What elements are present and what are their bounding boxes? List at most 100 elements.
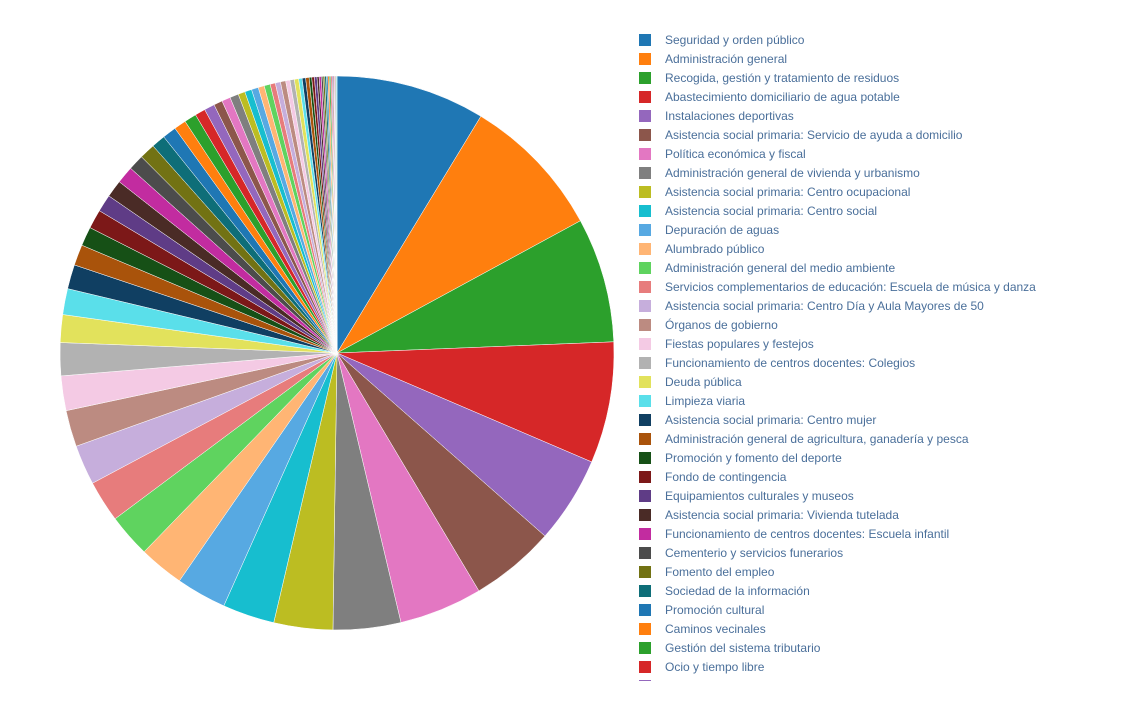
pie-slices [59,75,615,631]
legend-swatch [639,394,651,407]
legend-swatch [639,166,651,179]
legend-swatch [639,489,651,502]
legend-item[interactable]: Depuración de aguas [633,220,779,239]
legend-label: Política económica y fiscal [665,146,806,161]
legend-item[interactable]: Asistencia social primaria: Centro socia… [633,201,877,220]
legend-item[interactable]: Sociedad de la información [633,581,810,600]
legend-item[interactable]: Promoción cultural [633,600,764,619]
legend-label: Sociedad de la información [665,583,810,598]
legend-swatch [639,565,651,578]
legend-swatch [639,584,651,597]
legend-swatch [639,641,651,654]
pie-slice-3[interactable] [336,220,615,354]
legend-label: Fomento del empleo [665,564,775,579]
legend-label: Ocio y tiempo libre [665,659,765,674]
legend-swatch [639,679,651,681]
legend-label: Funcionamiento de centros docentes: Escu… [665,526,950,541]
legend-swatch [639,128,651,141]
legend-swatch [639,109,651,122]
legend-swatch [639,90,651,103]
legend-swatch [639,527,651,540]
pie-slice-70[interactable] [336,75,338,354]
legend-swatch [639,185,651,198]
legend-item[interactable]: Órganos de gobierno [633,315,778,334]
legend-label: Recogida, gestión y tratamiento de resid… [665,70,900,85]
legend-item[interactable]: Administración general de vivienda y urb… [633,163,920,182]
legend-swatch [639,33,651,46]
pie-slice-4[interactable] [336,341,615,463]
legend-swatch [639,299,651,312]
legend-label: Promoción cultural [665,602,765,617]
legend-item[interactable]: Administración general del medio ambient… [633,258,895,277]
legend-item[interactable]: Equipamientos culturales y museos [633,486,854,505]
legend-label: Limpieza viaria [665,393,746,408]
legend-label: Promoción y fomento del deporte [665,450,842,465]
legend-label: Asistencia social primaria: Servicio de … [665,127,963,142]
legend-label: Asistencia social primaria: Centro mujer [665,412,877,427]
legend-swatch [639,356,651,369]
legend-label: Caminos vecinales [665,621,766,636]
legend: Seguridad y orden público Administración … [633,30,1113,681]
legend-label: Servicios complementarios de educación: … [665,279,1036,294]
legend-item[interactable]: Recogida, gestión y tratamiento de resid… [633,68,899,87]
legend-item[interactable]: Abastecimiento domiciliario de agua pota… [633,87,900,106]
legend-swatch [639,318,651,331]
legend-label: Asistencia social primaria: Vivienda tut… [665,507,899,522]
legend-item[interactable]: Asistencia social primaria: Centro Día y… [633,296,984,315]
legend-item[interactable]: Asistencia social primaria: Vivienda tut… [633,505,899,524]
legend-swatch [639,52,651,65]
legend-item[interactable]: Administración general de agricultura, g… [633,429,969,448]
legend-label: Seguridad y orden público [665,32,805,47]
legend-item[interactable]: Instalaciones deportivas [633,106,794,125]
legend-label: Administración general del medio ambient… [665,260,896,275]
legend-item[interactable]: Promoción y fomento del deporte [633,448,842,467]
legend-swatch [639,261,651,274]
legend-swatch [639,622,651,635]
legend-swatch [639,375,651,388]
legend-swatch [639,660,651,673]
legend-swatch [639,242,651,255]
legend-label: Administración general de agricultura, g… [665,431,969,446]
legend-label: Gestión del sistema tributario [665,640,821,655]
legend-label: Asistencia social primaria: Centro socia… [665,203,878,218]
legend-label: Instalaciones deportivas [665,108,794,123]
legend-swatch [639,337,651,350]
legend-item[interactable]: Asistencia social primaria: Centro ocupa… [633,182,910,201]
legend-item[interactable]: Seguridad y orden público [633,30,804,49]
legend-label: Deuda pública [665,374,742,389]
legend-item[interactable]: Limpieza viaria [633,391,745,410]
legend-label: Depuración de aguas [665,222,780,237]
legend-item[interactable]: Política económica y fiscal [633,144,806,163]
legend-label: Asistencia social primaria: Centro Día y… [665,298,984,313]
legend-item[interactable]: Ocio y tiempo libre [633,657,764,676]
legend-label: Funcionamiento de centros docentes: Cole… [665,355,916,370]
legend-item[interactable]: Fomento del empleo [633,562,774,581]
legend-swatch [639,280,651,293]
legend-item[interactable] [633,676,665,681]
legend-swatch [639,204,651,217]
legend-swatch [639,71,651,84]
legend-label: Equipamientos culturales y museos [665,488,854,503]
legend-item[interactable]: Asistencia social primaria: Centro mujer [633,410,876,429]
legend-item[interactable]: Funcionamiento de centros docentes: Cole… [633,353,915,372]
legend-item[interactable]: Deuda pública [633,372,742,391]
legend-item[interactable]: Alumbrado público [633,239,764,258]
legend-item[interactable]: Gestión del sistema tributario [633,638,820,657]
legend-item[interactable]: Fondo de contingencia [633,467,786,486]
legend-item[interactable]: Administración general [633,49,787,68]
legend-swatch [639,223,651,236]
legend-item[interactable]: Asistencia social primaria: Servicio de … [633,125,962,144]
pie-slice-2[interactable] [336,115,581,354]
legend-item[interactable]: Caminos vecinales [633,619,766,638]
legend-swatch [639,432,651,445]
legend-item[interactable]: Fiestas populares y festejos [633,334,814,353]
pie-slice-1[interactable] [336,75,482,354]
legend-item[interactable]: Servicios complementarios de educación: … [633,277,1036,296]
legend-label: Administración general [665,51,788,66]
legend-swatch [639,508,651,521]
legend-swatch [639,413,651,426]
legend-item[interactable]: Funcionamiento de centros docentes: Escu… [633,524,949,543]
legend-label: Asistencia social primaria: Centro ocupa… [665,184,911,199]
legend-item[interactable]: Cementerio y servicios funerarios [633,543,843,562]
legend-swatch [639,470,651,483]
